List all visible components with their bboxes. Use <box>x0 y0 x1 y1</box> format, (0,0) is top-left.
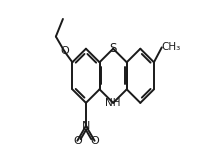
Text: S: S <box>110 42 117 55</box>
Text: NH: NH <box>105 98 121 108</box>
Text: O: O <box>90 136 99 146</box>
Text: O: O <box>60 46 69 56</box>
Text: O: O <box>73 136 82 146</box>
Text: CH₃: CH₃ <box>162 42 181 52</box>
Text: N: N <box>82 121 90 131</box>
